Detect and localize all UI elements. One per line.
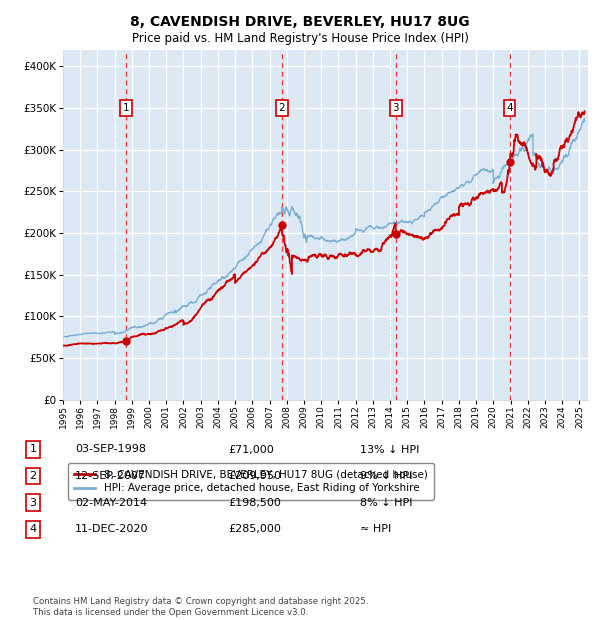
- Text: 4: 4: [506, 103, 513, 113]
- Text: 8% ↓ HPI: 8% ↓ HPI: [360, 498, 413, 508]
- Text: 2: 2: [278, 103, 285, 113]
- Text: 4: 4: [29, 525, 37, 534]
- Text: 1: 1: [29, 445, 37, 454]
- Text: £198,500: £198,500: [228, 498, 281, 508]
- Text: 3: 3: [29, 498, 37, 508]
- Text: Price paid vs. HM Land Registry's House Price Index (HPI): Price paid vs. HM Land Registry's House …: [131, 32, 469, 45]
- Text: 12-SEP-2007: 12-SEP-2007: [75, 471, 146, 481]
- Legend: 8, CAVENDISH DRIVE, BEVERLEY, HU17 8UG (detached house), HPI: Average price, det: 8, CAVENDISH DRIVE, BEVERLEY, HU17 8UG (…: [68, 463, 434, 500]
- Text: Contains HM Land Registry data © Crown copyright and database right 2025.
This d: Contains HM Land Registry data © Crown c…: [33, 598, 368, 617]
- Text: 8, CAVENDISH DRIVE, BEVERLEY, HU17 8UG: 8, CAVENDISH DRIVE, BEVERLEY, HU17 8UG: [130, 16, 470, 30]
- Text: 03-SEP-1998: 03-SEP-1998: [75, 445, 146, 454]
- Text: £285,000: £285,000: [228, 525, 281, 534]
- Text: £71,000: £71,000: [228, 445, 274, 454]
- Text: 9% ↓ HPI: 9% ↓ HPI: [360, 471, 413, 481]
- Text: £209,950: £209,950: [228, 471, 281, 481]
- Text: 2: 2: [29, 471, 37, 481]
- Text: 1: 1: [123, 103, 130, 113]
- Text: 13% ↓ HPI: 13% ↓ HPI: [360, 445, 419, 454]
- Text: 3: 3: [392, 103, 399, 113]
- Text: ≈ HPI: ≈ HPI: [360, 525, 391, 534]
- Text: 02-MAY-2014: 02-MAY-2014: [75, 498, 147, 508]
- Text: 11-DEC-2020: 11-DEC-2020: [75, 525, 149, 534]
